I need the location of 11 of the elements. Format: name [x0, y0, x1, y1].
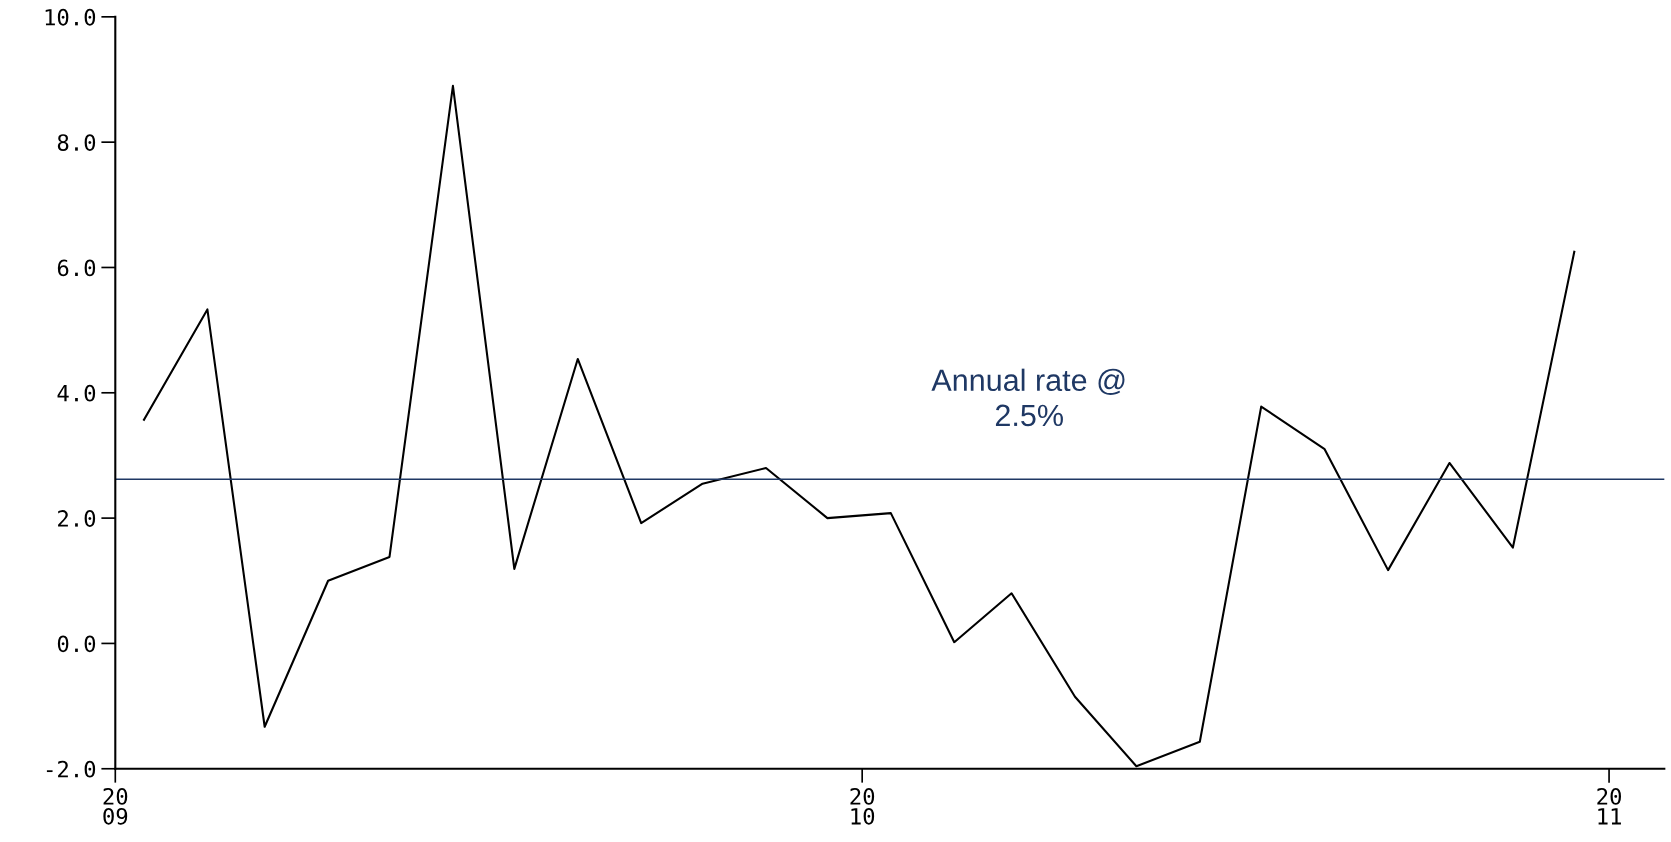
y-tick-label: 4.0: [57, 384, 96, 402]
x-tick-label: 20 09: [103, 788, 128, 825]
y-tick-label: 8.0: [57, 134, 96, 151]
ref-line-label: Annual rate @ 2.5%: [931, 368, 1125, 427]
x-tick-label: 20 11: [1597, 788, 1621, 825]
x-tick-label: 20 10: [850, 788, 875, 825]
y-tick-label: 10.0: [45, 8, 96, 26]
y-tick-label: 2.0: [58, 510, 96, 527]
y-tick-label: 0.0: [57, 635, 96, 653]
y-tick-label: -2.0: [46, 760, 96, 778]
y-tick-label: 6.0: [57, 259, 96, 277]
